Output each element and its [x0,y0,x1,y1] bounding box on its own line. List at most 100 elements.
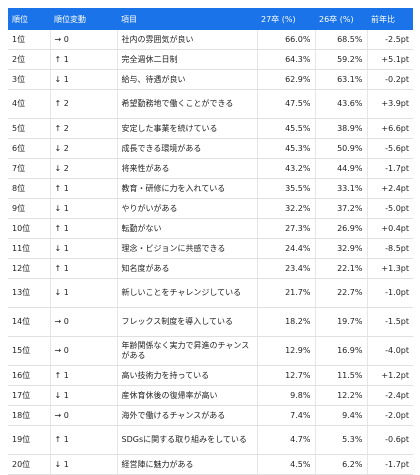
table-row: 6位 ↓ 2 成長できる環境がある 45.3% 50.9% -5.6pt [8,138,413,159]
table-row: 14位 → 0 フレックス制度を導入している 18.2% 19.7% -1.5pt [8,307,413,337]
percent-27-cell: 7.4% [257,405,316,426]
table-row: 11位 ↓ 1 理念・ビジョンに共感できる 24.4% 32.9% -8.5pt [8,238,413,259]
rank-cell: 6位 [8,138,51,159]
rank-cell: 16位 [8,365,51,386]
item-cell: 新しいことをチャレンジしている [117,278,258,308]
rank-change-cell: ↓ 1 [50,69,118,90]
rank-change-cell: → 0 [50,307,118,337]
yoy-cell: -5.0pt [367,198,413,219]
rank-cell: 19位 [8,425,51,455]
percent-26-cell: 11.5% [315,365,368,386]
table-row: 5位 ↑ 2 安定した事業を続けている 45.5% 38.9% +6.6pt [8,118,413,139]
rank-change-cell: ↓ 1 [50,278,118,308]
percent-26-cell: 22.7% [315,278,368,308]
rank-cell: 5位 [8,118,51,139]
percent-26-cell: 33.1% [315,178,368,199]
percent-27-cell: 66.0% [257,30,316,50]
percent-27-cell: 4.7% [257,425,316,455]
rank-cell: 1位 [8,30,51,50]
table-row: 7位 ↓ 2 将来性がある 43.2% 44.9% -1.7pt [8,158,413,179]
item-cell: 安定した事業を続けている [117,118,258,139]
yoy-cell: -0.6pt [367,425,413,455]
percent-27-cell: 27.3% [257,218,316,239]
percent-26-cell: 38.9% [315,118,368,139]
yoy-cell: +2.4pt [367,178,413,199]
yoy-cell: -1.7pt [367,454,413,475]
percent-26-cell: 63.1% [315,69,368,90]
item-cell: 産休育休後の復帰率が高い [117,385,258,406]
rank-cell: 9位 [8,198,51,219]
header-27-percent: 27卒 (%) [257,8,315,30]
yoy-cell: +1.2pt [367,365,413,386]
yoy-cell: +6.6pt [367,118,413,139]
rank-change-cell: ↓ 2 [50,158,118,179]
item-cell: 教育・研修に力を入れている [117,178,258,199]
percent-27-cell: 43.2% [257,158,316,179]
table-row: 2位 ↑ 1 完全週休二日制 64.3% 59.2% +5.1pt [8,49,413,70]
percent-26-cell: 50.9% [315,138,368,159]
percent-26-cell: 16.9% [315,336,368,366]
item-cell: 年齢関係なく実力で昇進のチャンスがある [117,336,258,366]
item-cell: フレックス制度を導入している [117,307,258,337]
table-row: 13位 ↓ 1 新しいことをチャレンジしている 21.7% 22.7% -1.0pt [8,278,413,308]
yoy-cell: -0.2pt [367,69,413,90]
percent-26-cell: 12.2% [315,385,368,406]
percent-27-cell: 64.3% [257,49,316,70]
rank-change-cell: ↓ 1 [50,198,118,219]
rank-cell: 20位 [8,454,51,475]
yoy-cell: -2.0pt [367,405,413,426]
item-cell: やりがいがある [117,198,258,219]
item-cell: 希望勤務地で働くことができる [117,89,258,119]
rank-cell: 13位 [8,278,51,308]
percent-27-cell: 47.5% [257,89,316,119]
percent-27-cell: 32.2% [257,198,316,219]
rank-change-cell: → 0 [50,405,118,426]
yoy-cell: -1.5pt [367,307,413,337]
rank-change-cell: ↓ 1 [50,454,118,475]
yoy-cell: +5.1pt [367,49,413,70]
item-cell: 経営陣に魅力がある [117,454,258,475]
table-row: 4位 ↑ 2 希望勤務地で働くことができる 47.5% 43.6% +3.9pt [8,89,413,119]
percent-26-cell: 32.9% [315,238,368,259]
yoy-cell: +3.9pt [367,89,413,119]
yoy-cell: -1.0pt [367,278,413,308]
rank-cell: 12位 [8,258,51,279]
rank-cell: 3位 [8,69,51,90]
item-cell: SDGsに関する取り組みをしている [117,425,258,455]
table-row: 1位 → 0 社内の雰囲気が良い 66.0% 68.5% -2.5pt [8,30,413,50]
percent-27-cell: 45.5% [257,118,316,139]
rank-change-cell: ↑ 1 [50,258,118,279]
rank-change-cell: ↓ 1 [50,385,118,406]
table-row: 20位 ↓ 1 経営陣に魅力がある 4.5% 6.2% -1.7pt [8,454,413,475]
yoy-cell: -1.7pt [367,158,413,179]
rank-change-cell: ↓ 2 [50,138,118,159]
header-rank: 順位 [8,8,50,30]
percent-27-cell: 21.7% [257,278,316,308]
header-item: 項目 [117,8,257,30]
table-row: 17位 ↓ 1 産休育休後の復帰率が高い 9.8% 12.2% -2.4pt [8,385,413,406]
rank-cell: 18位 [8,405,51,426]
table-body: 1位 → 0 社内の雰囲気が良い 66.0% 68.5% -2.5pt 2位 ↑ 1 完全週休二… [8,30,413,475]
yoy-cell: +0.4pt [367,218,413,239]
percent-26-cell: 68.5% [315,30,368,50]
rank-change-cell: ↑ 1 [50,425,118,455]
item-cell: 給与、待遇が良い [117,69,258,90]
header-rank-change: 順位変動 [50,8,117,30]
yoy-cell: -8.5pt [367,238,413,259]
percent-27-cell: 9.8% [257,385,316,406]
rank-cell: 8位 [8,178,51,199]
percent-26-cell: 44.9% [315,158,368,179]
table-row: 9位 ↓ 1 やりがいがある 32.2% 37.2% -5.0pt [8,198,413,219]
item-cell: 成長できる環境がある [117,138,258,159]
yoy-cell: -2.5pt [367,30,413,50]
ranking-table: 順位 順位変動 項目 27卒 (%) 26卒 (%) 前年比 1位 → 0 社内の雰… [8,8,413,475]
yoy-cell: -4.0pt [367,336,413,366]
rank-change-cell: ↑ 1 [50,178,118,199]
header-26-percent: 26卒 (%) [315,8,367,30]
table-row: 19位 ↑ 1 SDGsに関する取り組みをしている 4.7% 5.3% -0.6pt [8,425,413,455]
item-cell: 理念・ビジョンに共感できる [117,238,258,259]
table-row: 16位 ↑ 1 高い技術力を持っている 12.7% 11.5% +1.2pt [8,365,413,386]
rank-cell: 14位 [8,307,51,337]
percent-26-cell: 9.4% [315,405,368,426]
percent-26-cell: 19.7% [315,307,368,337]
